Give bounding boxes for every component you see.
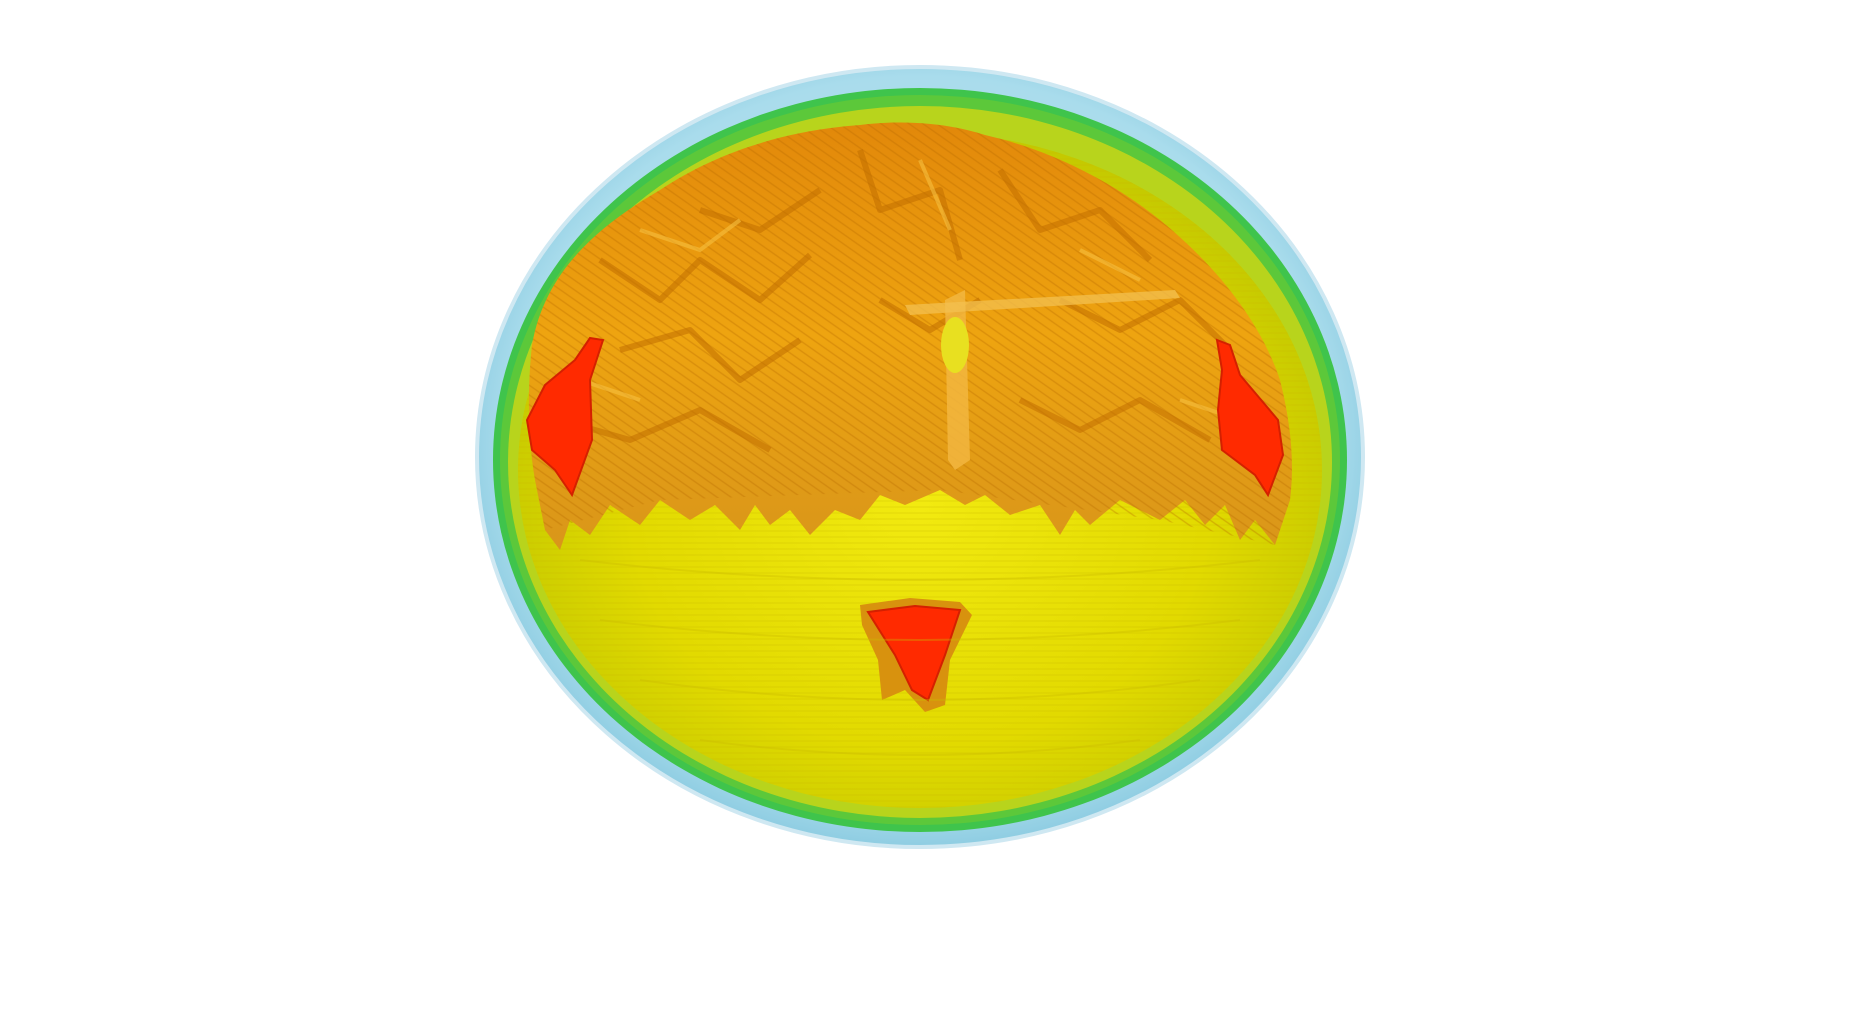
highlighted-region-right xyxy=(1215,338,1285,498)
highlighted-region-left xyxy=(525,336,605,498)
